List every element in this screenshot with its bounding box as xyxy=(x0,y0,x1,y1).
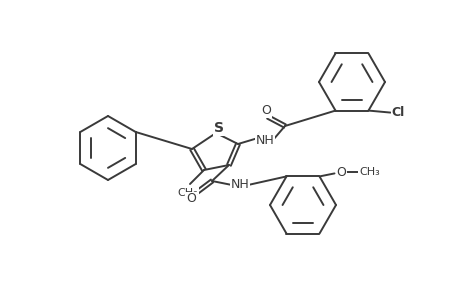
Text: CH₃: CH₃ xyxy=(177,188,198,198)
Text: O: O xyxy=(185,193,196,206)
Text: S: S xyxy=(213,121,224,135)
Text: O: O xyxy=(336,166,346,179)
Text: NH: NH xyxy=(255,134,274,146)
Text: Cl: Cl xyxy=(391,106,404,119)
Text: NH: NH xyxy=(230,178,249,191)
Text: CH₃: CH₃ xyxy=(358,167,379,177)
Text: O: O xyxy=(261,103,270,116)
